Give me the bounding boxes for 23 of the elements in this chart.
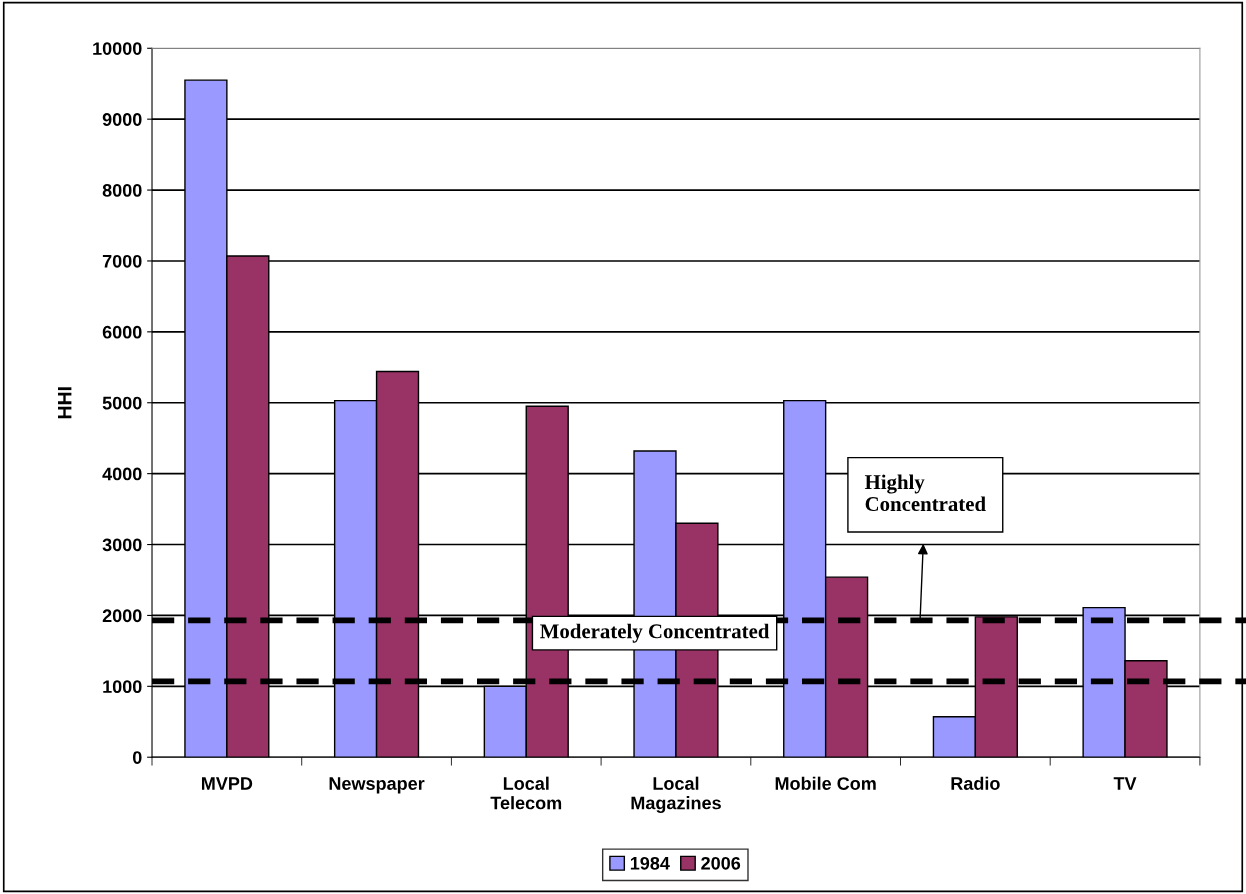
y-tick-label: 1000 [103, 680, 142, 694]
y-tick-label: 5000 [102, 396, 142, 410]
x-tick-label: Newspaper [329, 777, 425, 794]
x-tick-label: TV [1113, 777, 1137, 790]
x-tick-label: Mobile Com [775, 776, 876, 790]
legend-label: 1984 [630, 856, 670, 870]
y-tick-label: 6000 [102, 325, 142, 339]
y-tick-label: 8000 [102, 184, 142, 197]
y-tick-label: 0 [132, 751, 142, 764]
annotation: Moderately Concentrated [540, 623, 770, 643]
legend-label: 2006 [701, 856, 741, 870]
x-tick-label: Radio [951, 776, 1000, 790]
y-tick-label: 9000 [102, 113, 142, 126]
x-tick-label: MVPD [201, 777, 253, 790]
y-tick-label: 7000 [102, 254, 142, 268]
x-tick-label: Local Telecom [490, 776, 562, 810]
y-tick-label: 4000 [102, 467, 142, 481]
y-tick-label: 2000 [102, 609, 142, 623]
y-axis-title: HHI [58, 387, 72, 419]
y-tick-label: 10000 [93, 42, 142, 55]
y-tick-label: 3000 [102, 538, 142, 552]
x-tick-label: Local Magazines [631, 776, 721, 814]
annotation: Highly Concentrated [864, 474, 986, 512]
